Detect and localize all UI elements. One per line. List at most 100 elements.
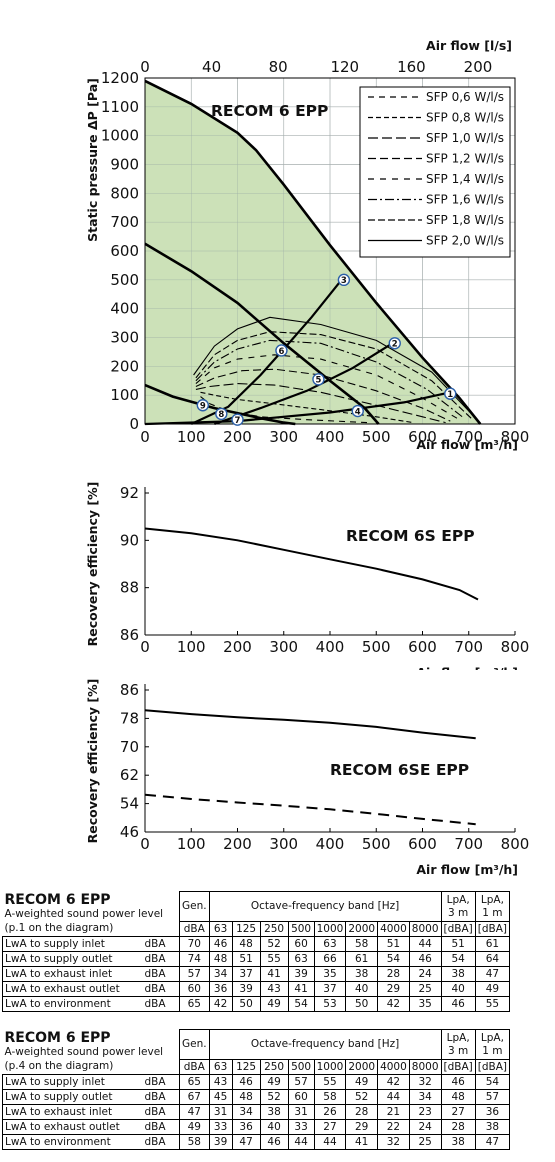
- table-cell: 41: [259, 966, 289, 982]
- sfp-curve-6: [195, 339, 465, 419]
- table-cell: 64: [474, 951, 511, 967]
- table-cell: 46: [440, 1074, 476, 1090]
- table-cell: 34: [231, 1104, 261, 1120]
- table-cell: 55: [313, 1074, 347, 1090]
- row-unit: dBA: [142, 981, 180, 997]
- row-unit: dBA: [142, 1119, 180, 1135]
- table-cell: 38: [345, 966, 379, 982]
- table-cell: 25: [408, 1134, 442, 1150]
- table-cell: 42: [377, 996, 410, 1012]
- y-tick-label: 70: [120, 738, 139, 756]
- table-cell: 57: [179, 966, 210, 982]
- table-cell: 32: [408, 1074, 442, 1090]
- legend-entry: SFP 0,8 W/l/s: [426, 111, 504, 125]
- point-marker: [215, 407, 228, 421]
- x-tick-label: 800: [501, 638, 530, 656]
- row-label: LwA to exhaust inlet: [2, 1104, 143, 1120]
- row-label: LwA to environment: [2, 1134, 143, 1150]
- legend-entry: SFP 1,6 W/l/s: [426, 193, 504, 207]
- table-row: LwA to environment dBA 58 39 47 46 44 44 41 32 25 3…: [2, 1134, 511, 1150]
- column-header: dBA: [179, 921, 210, 937]
- y-tick-label: 0: [129, 415, 139, 433]
- point-marker-label: 2: [392, 340, 398, 350]
- y-tick-label: 90: [120, 531, 139, 549]
- table-cell: 34: [408, 1089, 442, 1105]
- table-row: LwA to environment dBA 65 42 50 49 54 53 50 42 35 4…: [2, 996, 511, 1012]
- duct-line-2: [214, 340, 396, 426]
- x2-tick-label: 0: [140, 58, 150, 76]
- x-tick-label: 700: [454, 428, 483, 446]
- lpa-1m-header: LpA, 1 m: [474, 1029, 511, 1060]
- column-header: [dBA]: [474, 921, 511, 937]
- y-tick-label: 400: [110, 300, 139, 318]
- recovery-efficiency-6s-chart: 0 100 200 300 400 500 600 700 800 86 88 90 92 RECOM 6…: [85, 482, 530, 670]
- table-subtitle: A-weighted sound power level: [4, 1045, 164, 1058]
- point-marker-label: 9: [200, 402, 206, 412]
- lpa-1m-dist: 1 m: [482, 1044, 503, 1057]
- table-cell: 36: [474, 1104, 511, 1120]
- efficiency-line-1: [144, 527, 479, 601]
- point-marker-label: 6: [278, 347, 284, 357]
- x2-tick-label: 40: [202, 58, 221, 76]
- y-tick-label: 46: [120, 823, 139, 841]
- point-marker: [275, 344, 288, 357]
- legend-entry: SFP 1,2 W/l/s: [426, 152, 504, 166]
- row-unit: dBA: [142, 996, 180, 1012]
- table-cell: 35: [313, 966, 347, 982]
- table-cell: 57: [287, 1074, 315, 1090]
- recovery-efficiency-6se-chart: 0 100 200 300 400 500 600 700 800 46 54 62 70 78 86 REC…: [85, 679, 529, 877]
- diagram-point-label: (p.1 on the diagram): [4, 921, 114, 934]
- point-marker-label: 4: [355, 407, 361, 417]
- table-cell: 47: [231, 1134, 261, 1150]
- table-cell: 22: [377, 1119, 410, 1135]
- sound-table-p4: RECOM 6 EPP A-weighted sound power level G…: [2, 1029, 511, 1150]
- column-header: dBA: [179, 1059, 210, 1075]
- table-cell: 39: [231, 981, 261, 997]
- y-tick-label: 800: [110, 184, 139, 202]
- table-cell: 44: [313, 1134, 347, 1150]
- table-cell: 33: [208, 1119, 233, 1135]
- efficiency-line-1: [144, 709, 476, 740]
- y-tick-label: 1200: [101, 69, 139, 87]
- table-cell: 41: [345, 1134, 379, 1150]
- x-tick-label: 400: [316, 835, 345, 853]
- row-label: LwA to supply outlet: [2, 951, 143, 967]
- x-tick-label: 500: [362, 835, 391, 853]
- y-axis-title: Recovery efficiency [%]: [85, 482, 100, 647]
- diagram-point-label: (p.4 on the diagram): [4, 1059, 114, 1072]
- table-cell: 46: [440, 996, 476, 1012]
- chart-title: RECOM 6 EPP: [211, 102, 328, 120]
- table-cell: 61: [345, 951, 379, 967]
- lpa-3m-dist: 3 m: [448, 1044, 469, 1057]
- sfp-curve-4: [195, 368, 451, 422]
- y-tick-label: 500: [110, 271, 139, 289]
- y-tick-label: 86: [120, 681, 139, 699]
- column-header: 500: [287, 1059, 315, 1075]
- x-tick-label: 100: [177, 428, 206, 446]
- row-label: LwA to supply inlet: [2, 1074, 143, 1090]
- table-cell: 33: [287, 1119, 315, 1135]
- table-cell: 44: [287, 1134, 315, 1150]
- y-axis-title: Recovery efficiency [%]: [85, 679, 100, 844]
- table-cell: 60: [179, 981, 210, 997]
- lpa-3m-label: LpA,: [446, 1031, 470, 1044]
- table-cell: 40: [440, 981, 476, 997]
- row-unit: dBA: [142, 951, 180, 967]
- table-cell: 46: [259, 1134, 289, 1150]
- table-cell: 57: [474, 1089, 511, 1105]
- x-axis-title: Air flow [m³/h]: [416, 437, 518, 452]
- table-cell: 63: [287, 951, 315, 967]
- table-cell: 29: [345, 1119, 379, 1135]
- table-cell: 49: [474, 981, 511, 997]
- x-axis-title: Air flow [m³/h]: [416, 862, 518, 877]
- table-cell: 34: [208, 966, 233, 982]
- y-tick-label: 78: [120, 709, 139, 727]
- lpa-1m-label: LpA,: [480, 893, 504, 906]
- table-row: LwA to supply inlet dBA 65 43 46 49 57 55 49 42 32…: [2, 1074, 511, 1090]
- table-cell: 36: [208, 981, 233, 997]
- lpa-3m-header: LpA, 3 m: [440, 1029, 476, 1060]
- table-row: LwA to exhaust outlet dBA 60 36 39 43 41 37 40 29…: [2, 981, 511, 997]
- table-cell: 42: [377, 1074, 410, 1090]
- x-tick-label: 600: [408, 638, 437, 656]
